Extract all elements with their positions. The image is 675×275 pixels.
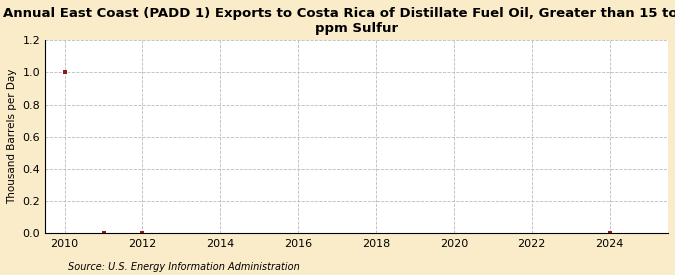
- Text: Source: U.S. Energy Information Administration: Source: U.S. Energy Information Administ…: [68, 262, 299, 272]
- Title: Annual East Coast (PADD 1) Exports to Costa Rica of Distillate Fuel Oil, Greater: Annual East Coast (PADD 1) Exports to Co…: [3, 7, 675, 35]
- Y-axis label: Thousand Barrels per Day: Thousand Barrels per Day: [7, 69, 17, 204]
